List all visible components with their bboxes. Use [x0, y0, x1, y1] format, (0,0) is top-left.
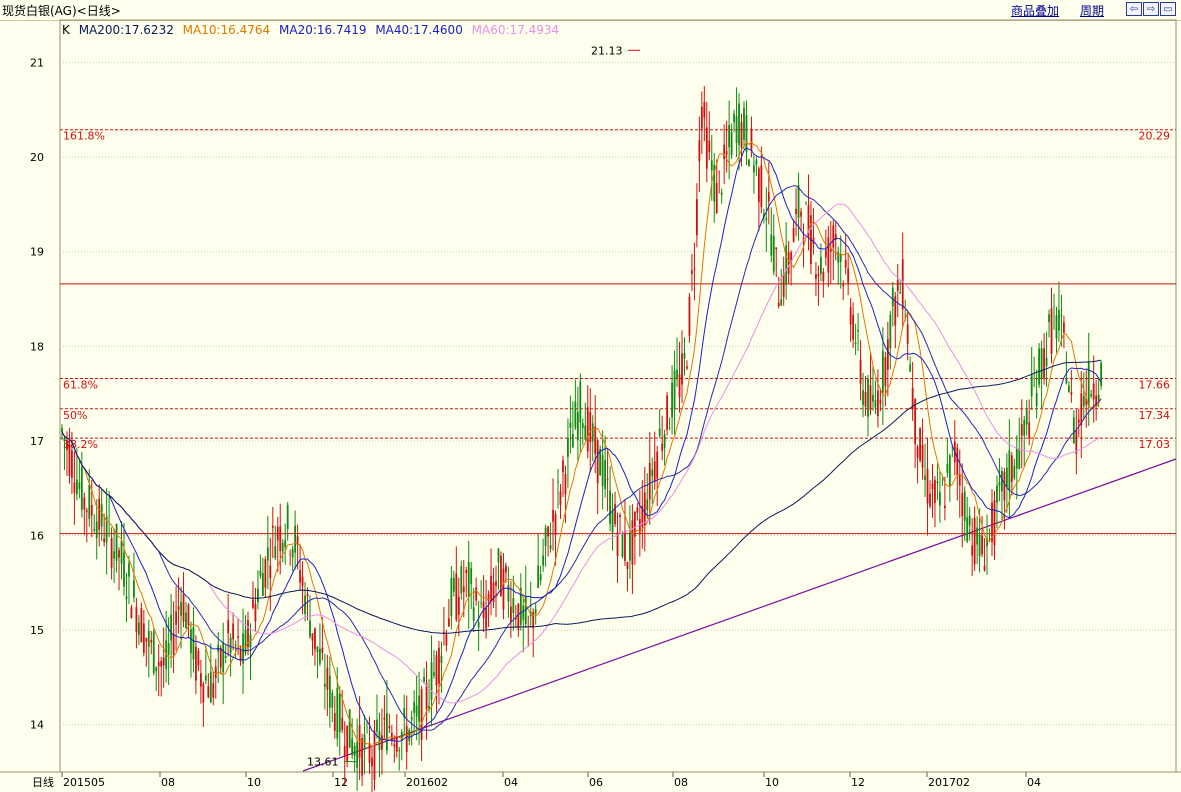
y-tick-label: 14	[30, 719, 44, 732]
scroll-right-icon[interactable]: ⇨	[1143, 2, 1159, 16]
y-tick-label: 15	[30, 624, 44, 637]
x-tick-label: 201602	[406, 776, 448, 789]
fib-level-label: 38.2%	[63, 438, 98, 451]
legend-ma200: MA200:17.6232	[78, 23, 174, 37]
x-axis-title: 日线	[32, 775, 54, 789]
chart-title: 现货白银(AG)<日线>	[2, 4, 121, 18]
fullscreen-icon[interactable]: ▭	[1160, 2, 1176, 16]
low-annotation-label: 13.61	[307, 756, 339, 769]
overlay-link[interactable]: 商品叠加	[1011, 4, 1060, 18]
plot-frame	[59, 19, 1177, 773]
x-tick-label: 201702	[928, 776, 970, 789]
title-bar: 现货白银(AG)<日线> 商品叠加 周期 ⇦ ⇨ ▭	[0, 0, 1181, 21]
ma20-line	[61, 147, 1102, 742]
scroll-left-icon[interactable]: ⇦	[1126, 2, 1142, 16]
ma40-line	[61, 185, 1102, 731]
fib-value-label: 17.66	[1139, 379, 1171, 392]
legend-ma20: MA20:16.7419	[279, 23, 367, 37]
x-tick-label: 06	[589, 776, 603, 789]
period-link[interactable]: 周期	[1080, 4, 1105, 18]
fib-level-label: 161.8%	[63, 130, 105, 143]
fib-level-label: 61.8%	[63, 379, 98, 392]
legend-ma10: MA10:16.4764	[182, 23, 271, 37]
y-tick-label: 20	[30, 151, 44, 164]
trendline	[302, 458, 1177, 772]
legend-prefix: K	[62, 23, 70, 37]
x-tick-label: 201505	[63, 776, 105, 789]
fib-value-label: 20.29	[1139, 130, 1171, 143]
x-tick-label: 04	[504, 776, 518, 789]
y-tick-label: 16	[30, 530, 44, 543]
x-tick-label: 12	[334, 776, 348, 789]
fib-value-label: 17.03	[1139, 438, 1171, 451]
high-annotation-label: 21.13	[591, 44, 623, 57]
y-tick-label: 21	[30, 57, 44, 70]
y-tick-label: 18	[30, 340, 44, 353]
ma200-line	[61, 359, 1102, 634]
legend-ma40: MA40:17.4600	[375, 23, 463, 37]
ma60-line	[61, 203, 1102, 704]
x-tick-label: 04	[1027, 776, 1041, 789]
x-tick-label: 08	[674, 776, 688, 789]
x-tick-label: 10	[247, 776, 261, 789]
fib-value-label: 17.34	[1139, 409, 1171, 422]
ma-legend: K MA200:17.6232 MA10:16.4764 MA20:16.741…	[62, 23, 564, 37]
x-tick-label: 08	[161, 776, 175, 789]
x-tick-label: 12	[851, 776, 865, 789]
x-tick-label: 10	[765, 776, 779, 789]
y-tick-label: 17	[30, 435, 44, 448]
legend-ma60: MA60:17.4934	[471, 23, 560, 37]
fib-level-label: 50%	[63, 409, 87, 422]
ma10-line	[61, 141, 1102, 748]
y-tick-label: 19	[30, 246, 44, 259]
